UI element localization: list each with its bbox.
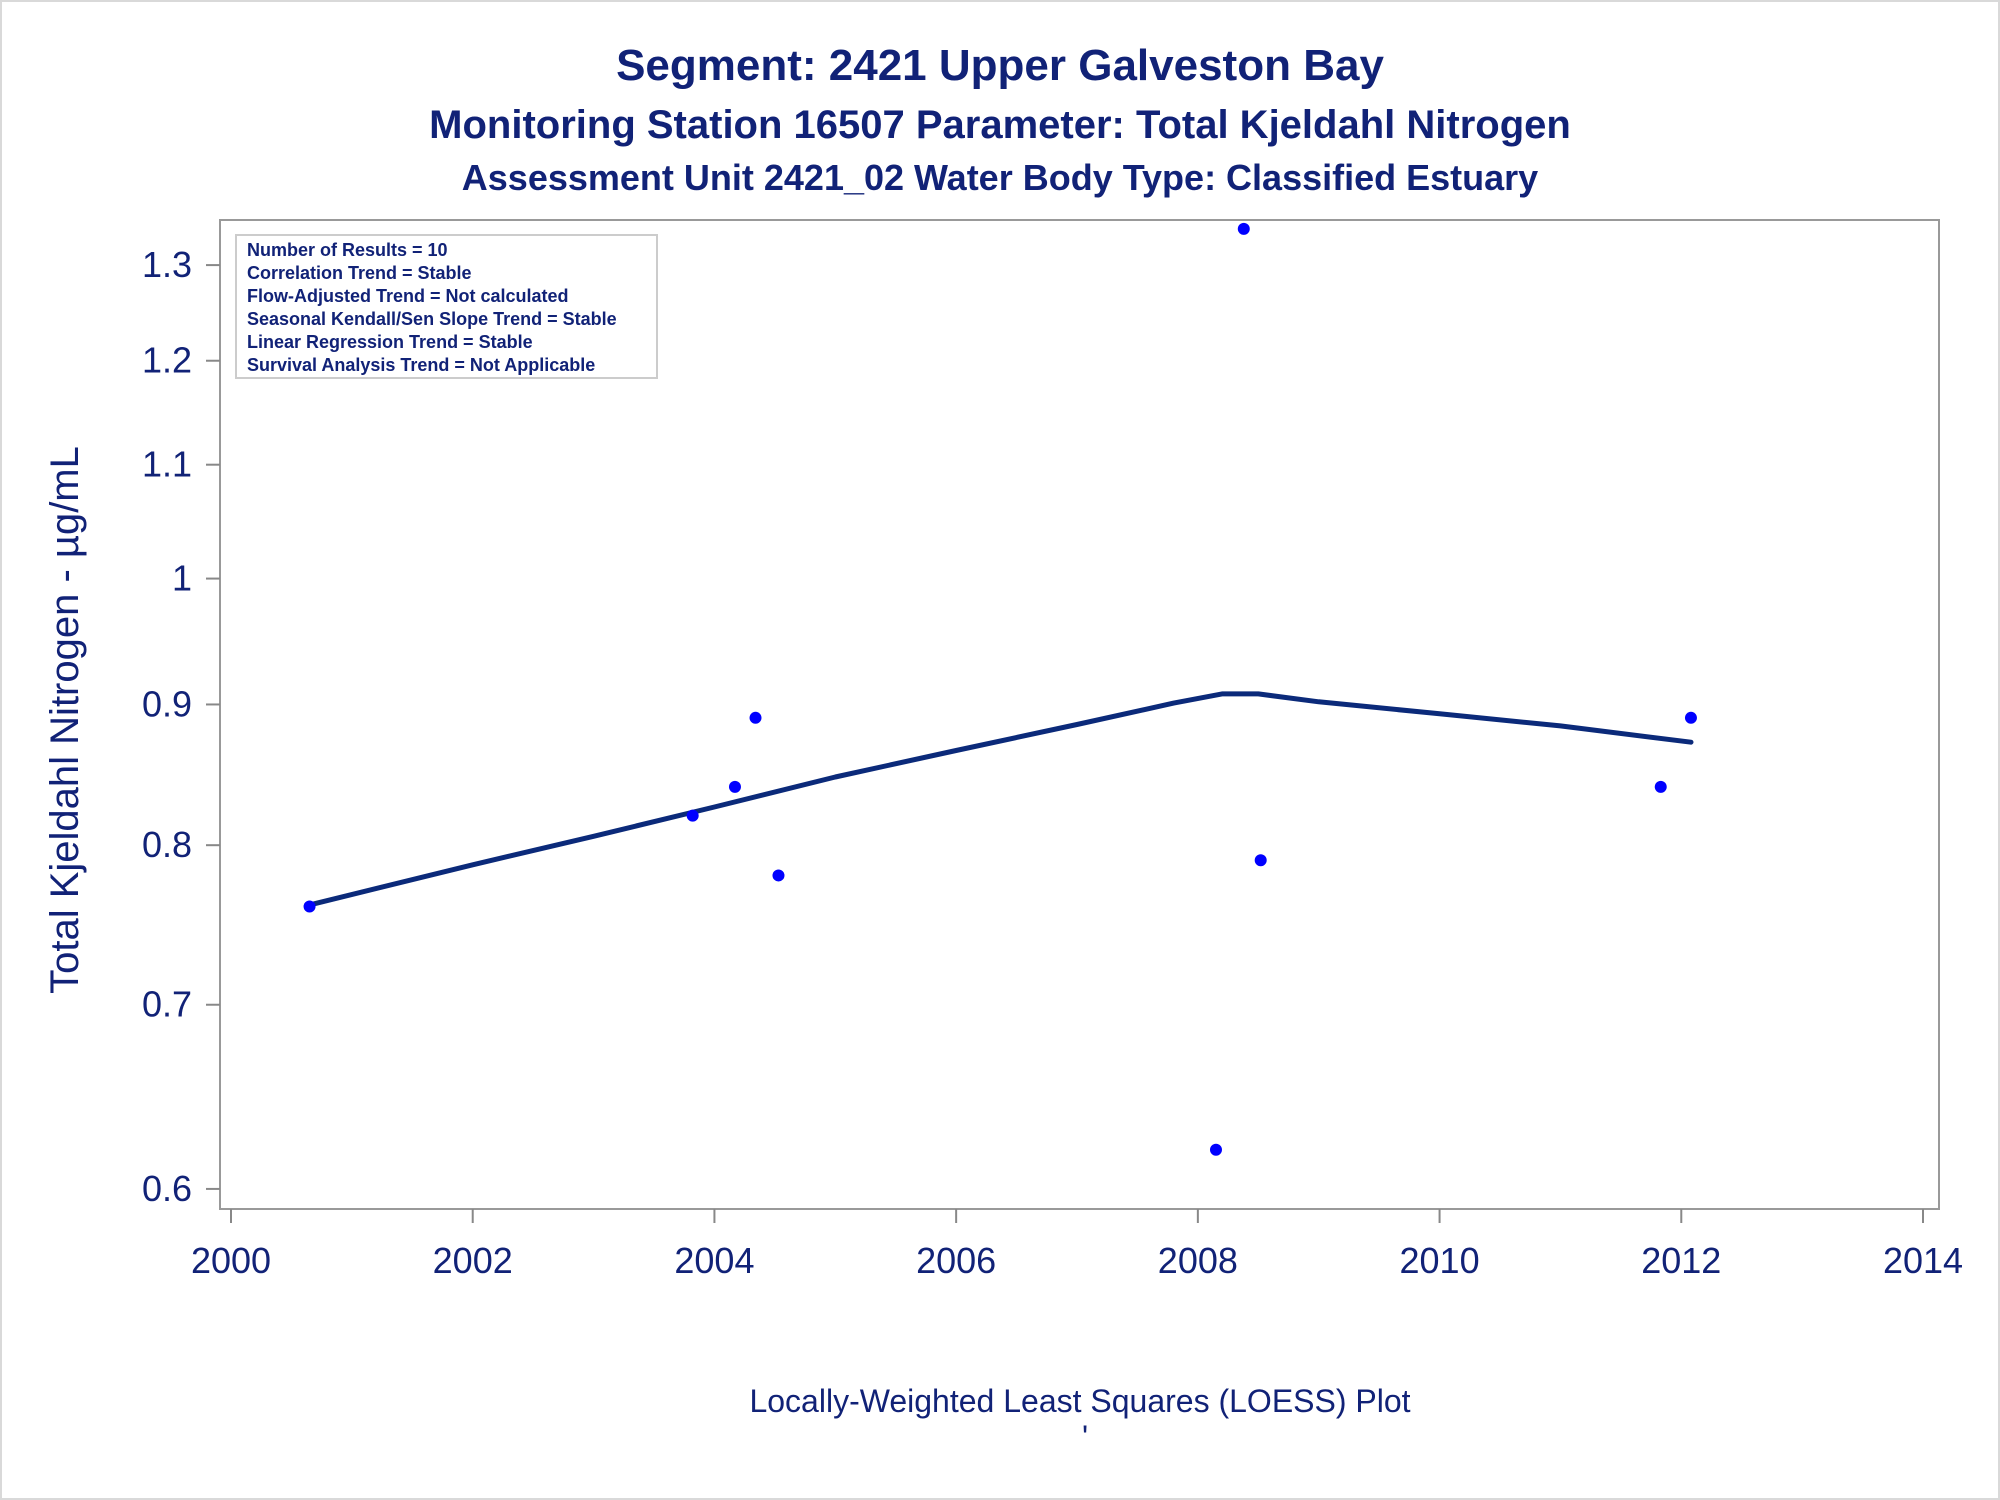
stat-linear-regression-trend: Linear Regression Trend = Stable — [247, 332, 533, 352]
x-tick-label: 2000 — [191, 1240, 271, 1281]
chart-subtitle-1: Monitoring Station 16507 Parameter: Tota… — [429, 103, 1571, 147]
x-tick-label: 2014 — [1883, 1240, 1963, 1281]
stat-correlation-trend: Correlation Trend = Stable — [247, 263, 472, 283]
x-tick-label: 2004 — [674, 1240, 754, 1281]
data-point — [1237, 222, 1250, 235]
plot-area — [219, 219, 1940, 1210]
y-axis: 0.6 0.7 0.8 0.9 1 1.1 1.2 1.3 — [142, 244, 220, 1209]
x-tick-label: 2002 — [433, 1240, 513, 1281]
chart-footnote-mark: ' — [1082, 1419, 1088, 1455]
x-tick-label: 2008 — [1158, 1240, 1238, 1281]
y-tick-label: 1.1 — [142, 444, 192, 485]
data-point — [1209, 1143, 1222, 1156]
y-tick-label: 0.6 — [142, 1168, 192, 1209]
data-point — [749, 711, 762, 724]
stat-seasonal-kendall-trend: Seasonal Kendall/Sen Slope Trend = Stabl… — [247, 309, 617, 329]
chart-title: Segment: 2421 Upper Galveston Bay — [616, 41, 1384, 90]
y-axis-label: Total Kjeldahl Nitrogen - µg/mL — [43, 446, 87, 994]
loess-fit-line — [307, 691, 1694, 908]
chart-footnote: Locally-Weighted Least Squares (LOESS) P… — [749, 1383, 1410, 1419]
data-point — [303, 900, 316, 913]
series-layer — [303, 222, 1697, 1156]
y-tick-label: 1 — [172, 558, 192, 599]
x-tick-label: 2012 — [1641, 1240, 1721, 1281]
y-tick-label: 0.7 — [142, 984, 192, 1025]
stat-survival-analysis-trend: Survival Analysis Trend = Not Applicable — [247, 355, 595, 375]
data-point — [1684, 711, 1697, 724]
x-tick-label: 2010 — [1400, 1240, 1480, 1281]
stats-inset-box — [235, 234, 658, 379]
data-point — [1254, 854, 1267, 867]
y-tick-label: 0.8 — [142, 824, 192, 865]
y-tick-label: 1.2 — [142, 340, 192, 381]
y-tick-label: 1.3 — [142, 244, 192, 285]
data-point — [772, 869, 785, 882]
x-tick-label: 2006 — [916, 1240, 996, 1281]
data-point — [1654, 780, 1667, 793]
x-axis: 2000 2002 2004 2006 2008 2010 2012 2014 — [191, 1209, 1963, 1281]
y-tick-label: 0.9 — [142, 683, 192, 724]
data-point — [728, 780, 741, 793]
stats-inset: Number of Results = 10 Correlation Trend… — [235, 234, 658, 379]
stat-number-of-results: Number of Results = 10 — [247, 240, 448, 260]
stat-flow-adjusted-trend: Flow-Adjusted Trend = Not calculated — [247, 286, 569, 306]
data-point — [686, 809, 699, 822]
chart-subtitle-2: Assessment Unit 2421_02 Water Body Type:… — [462, 157, 1538, 198]
